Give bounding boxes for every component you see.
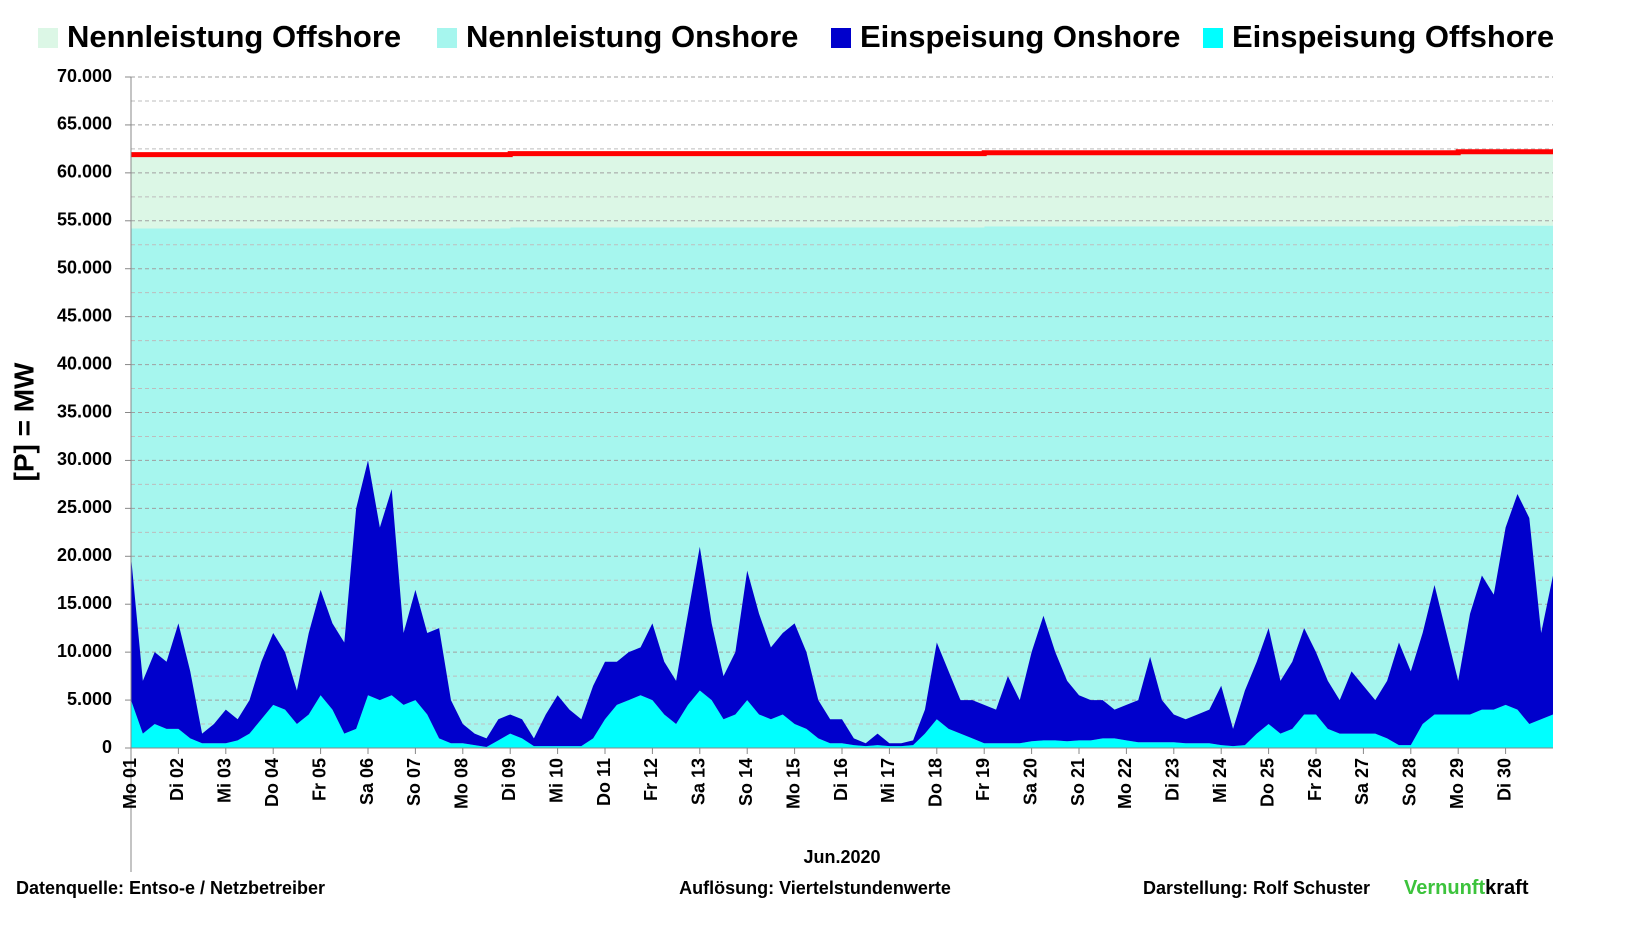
x-tick-label: Di 16 (831, 758, 851, 801)
x-tick-label: Sa 27 (1352, 758, 1372, 805)
x-tick-label: So 21 (1068, 758, 1088, 806)
x-tick-label: Fr 05 (309, 758, 329, 801)
y-tick-label: 20.000 (57, 545, 112, 565)
legend-label: Einspeisung Offshore (1232, 19, 1554, 54)
area (131, 151, 1553, 229)
x-tick-label: Sa 13 (689, 758, 709, 805)
x-tick-label: Di 23 (1163, 758, 1183, 801)
y-tick-label: 40.000 (57, 353, 112, 373)
y-tick-label: 25.000 (57, 497, 112, 517)
x-tick-label: Di 02 (167, 758, 187, 801)
area (131, 460, 1553, 748)
y-tick-label: 30.000 (57, 449, 112, 469)
x-tick-label: Mi 24 (1210, 758, 1230, 803)
x-tick-label: Do 04 (262, 758, 282, 807)
x-tick-label: Mi 10 (546, 758, 566, 803)
brand-part: Vernunft (1404, 877, 1485, 899)
legend-label: Nennleistung Onshore (466, 19, 798, 54)
y-tick-label: 10.000 (57, 641, 112, 661)
x-tick-label: So 14 (736, 758, 756, 806)
footer-resolution: Auflösung: Viertelstundenwerte (679, 878, 951, 898)
footer-source: Datenquelle: Entso-e / Netzbetreiber (16, 878, 325, 898)
x-tick-label: Do 25 (1257, 758, 1277, 807)
x-tick-label: Fr 19 (973, 758, 993, 801)
y-tick-label: 55.000 (57, 210, 112, 230)
legend-swatch (437, 28, 457, 48)
legend-label: Nennleistung Offshore (67, 19, 401, 54)
x-tick-label: Mo 01 (120, 758, 140, 809)
x-tick-label: Fr 12 (641, 758, 661, 801)
area (131, 225, 1553, 749)
x-tick-label: Di 09 (499, 758, 519, 801)
x-tick-label: Sa 20 (1020, 758, 1040, 805)
y-tick-label: 15.000 (57, 593, 112, 613)
x-tick-label: Do 18 (926, 758, 946, 807)
legend-swatch (38, 28, 58, 48)
x-tick-label: Mo 15 (783, 758, 803, 809)
y-tick-label: 50.000 (57, 257, 112, 277)
y-axis-label: [P] = MW (8, 362, 39, 482)
y-tick-label: 65.000 (57, 114, 112, 134)
y-tick-label: 45.000 (57, 305, 112, 325)
x-tick-label: Mi 17 (878, 758, 898, 803)
x-tick-label: Mo 08 (452, 758, 472, 809)
legend-label: Einspeisung Onshore (860, 19, 1180, 54)
x-axis-label: Jun.2020 (803, 847, 880, 867)
footer-author: Darstellung: Rolf Schuster (1143, 878, 1370, 898)
x-tick-label: Mo 29 (1447, 758, 1467, 809)
x-tick-label: Mo 22 (1115, 758, 1135, 809)
x-tick-label: So 28 (1400, 758, 1420, 806)
capacity-line (131, 149, 1553, 158)
area (131, 690, 1553, 748)
x-tick-label: Fr 26 (1305, 758, 1325, 801)
y-tick-label: 35.000 (57, 401, 112, 421)
x-tick-label: Sa 06 (357, 758, 377, 805)
y-tick-label: 5.000 (67, 689, 112, 709)
footer-brand: Vernunftkraft (1404, 877, 1529, 899)
x-tick-label: Di 30 (1494, 758, 1514, 801)
x-tick-label: Mi 03 (215, 758, 235, 803)
y-tick-label: 70.000 (57, 66, 112, 86)
legend-swatch (1203, 28, 1223, 48)
legend-swatch (831, 28, 851, 48)
x-tick-label: So 07 (404, 758, 424, 806)
x-tick-label: Do 11 (594, 758, 614, 806)
y-tick-label: 0 (102, 737, 112, 757)
brand-part: kraft (1485, 877, 1529, 899)
y-tick-label: 60.000 (57, 162, 112, 182)
